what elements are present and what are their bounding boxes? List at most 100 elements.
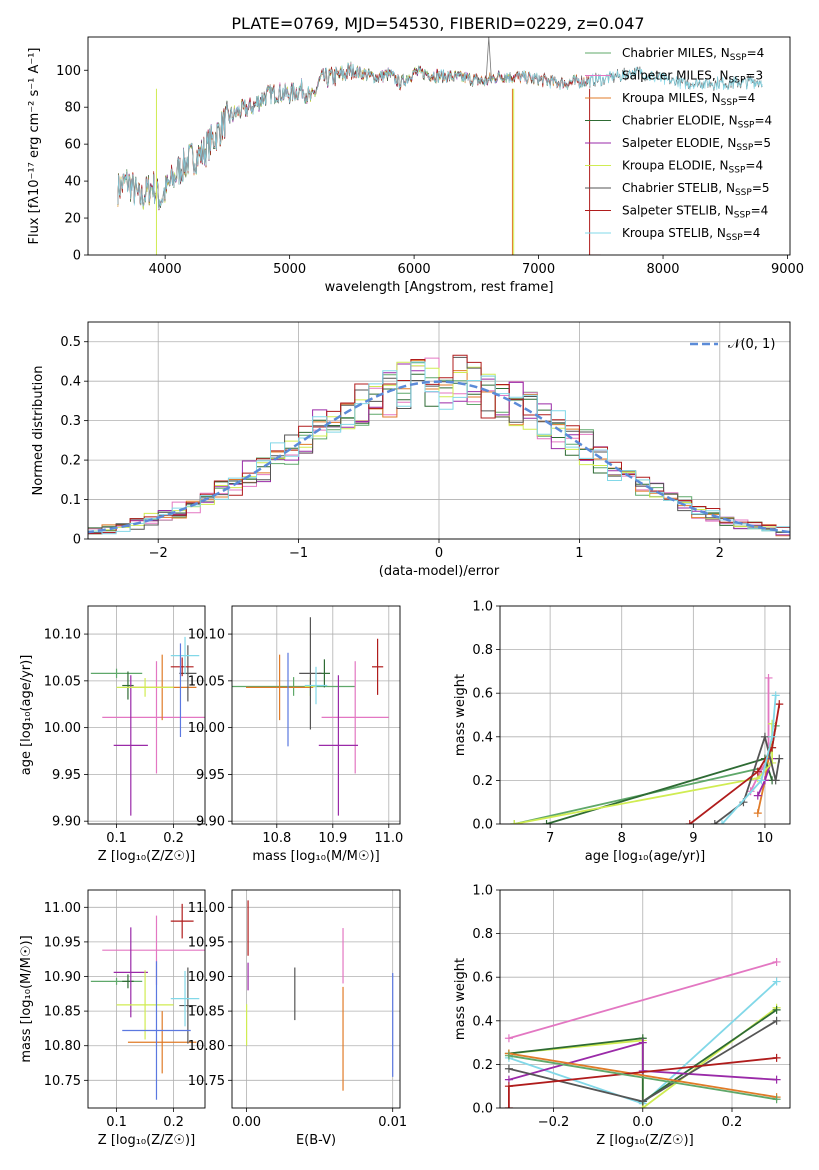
legend-label: Kroupa MILES, NSSP=4 xyxy=(622,91,755,108)
x-axis-label: Z [log₁₀(Z/Z☉)] xyxy=(98,849,195,864)
x-tick-label: 7000 xyxy=(522,262,555,277)
legend-label: Chabrier MILES, NSSP=4 xyxy=(622,46,764,63)
grid xyxy=(232,606,400,824)
panel-spectrum: 4000 5000 6000 7000 8000 9000 0 20 40 60 80 100 wave… xyxy=(27,36,804,295)
y-tick-label: 0.4 xyxy=(472,1014,493,1029)
legend-subscript: SSP xyxy=(729,76,746,86)
weight-marker xyxy=(772,1075,781,1084)
y-tick-label: 100 xyxy=(56,64,81,79)
weight-marker xyxy=(753,809,762,818)
weight-marker xyxy=(510,820,519,824)
x-tick-label: 5000 xyxy=(273,262,306,277)
legend-tail: =4 xyxy=(743,226,761,240)
x-tick-label: 0.01 xyxy=(378,1115,407,1130)
axes-frame xyxy=(499,889,791,1109)
x-axis-label: E(B-V) xyxy=(296,1133,336,1148)
weight-line-salpeter_miles xyxy=(508,961,777,1040)
weight-marker xyxy=(504,1104,513,1108)
y-tick-label: 0.4 xyxy=(60,375,81,390)
x-tick-label: 6000 xyxy=(398,262,431,277)
legend-subscript: SSP xyxy=(738,121,755,131)
gaussian-curve xyxy=(88,380,790,534)
y-tick-label: 1.0 xyxy=(472,884,493,899)
weight-marker xyxy=(771,776,780,785)
y-tick-label: 10.05 xyxy=(188,674,225,689)
y-tick-label: 10.00 xyxy=(188,721,225,736)
weight-marker xyxy=(760,732,769,741)
y-tick-label: 0.0 xyxy=(472,818,493,833)
x-tick-label: −1 xyxy=(289,546,308,561)
axes-frame xyxy=(231,889,401,1109)
weight-marker xyxy=(685,820,694,824)
x-tick-label: 0.00 xyxy=(232,1115,261,1130)
legend-tail: =4 xyxy=(738,91,756,105)
y-tick-label: 10.85 xyxy=(44,1005,81,1020)
weight-marker xyxy=(757,776,766,785)
y-tick-label: 10.90 xyxy=(44,970,81,985)
spectrum-dropout xyxy=(589,88,601,255)
y-tick-label: 10.75 xyxy=(188,1074,225,1089)
weight-marker xyxy=(753,791,762,800)
y-axis-label: Normed distribution xyxy=(31,366,46,496)
x-tick-label: 0.1 xyxy=(106,831,127,846)
weight-line-salpeter_elodie xyxy=(508,1041,777,1081)
legend-label: 𝒩(0, 1) xyxy=(728,337,775,352)
legend-tail: =4 xyxy=(745,159,763,173)
x-tick-label: 10 xyxy=(757,831,774,846)
panel-age_vs_mass: 10.8 10.9 11.0 9.90 9.95 10.00 10.05 10.10 mass … xyxy=(188,605,403,864)
panel-mass_weight_vs_age: 7 8 9 10 0.0 0.2 0.4 0.6 0.8 1.0 age [log₁₀(age/yr… xyxy=(453,600,791,864)
y-tick-label: 0.6 xyxy=(472,971,493,986)
spectrum-line-salpeter_stelib xyxy=(117,63,590,210)
y-axis-label: mass weight xyxy=(453,958,468,1040)
axes-frame xyxy=(87,605,206,825)
legend-label: Chabrier ELODIE, NSSP=4 xyxy=(622,114,772,131)
y-tick-label: 80 xyxy=(64,101,81,116)
panel-residuals: −2 −1 0 1 2 0 0.1 0.2 0.3 0.4 0.5 (data-model)/erro… xyxy=(31,321,791,579)
y-tick-label: 40 xyxy=(64,175,81,190)
x-tick-label: 0.2 xyxy=(722,1115,743,1130)
weight-marker xyxy=(638,1097,647,1106)
x-axis-label: (data-model)/error xyxy=(379,564,500,579)
y-tick-label: 10.05 xyxy=(44,674,81,689)
weight-marker xyxy=(504,1051,513,1060)
weight-marker xyxy=(772,1016,781,1025)
legend-label: Salpeter STELIB, NSSP=4 xyxy=(622,204,768,221)
legend-tail: =5 xyxy=(753,136,771,150)
spectrum-line-salpeter_elodie xyxy=(117,63,515,211)
axes-frame xyxy=(87,889,206,1109)
figure-title: PLATE=0769, MJD=54530, FIBERID=0229, z=0… xyxy=(231,14,644,33)
x-tick-label: 4000 xyxy=(149,262,182,277)
spectrum-line-kroupa_elodie xyxy=(117,62,514,210)
y-tick-label: 9.95 xyxy=(196,768,225,783)
axes-frame xyxy=(231,605,401,825)
legend-tail: =3 xyxy=(745,69,763,83)
x-axis-label: mass [log₁₀(M/M☉)] xyxy=(252,849,379,864)
weight-marker xyxy=(710,820,719,824)
legend-label: Chabrier STELIB, NSSP=5 xyxy=(622,181,770,198)
weight-marker xyxy=(772,1005,781,1014)
y-tick-label: 0.2 xyxy=(472,1058,493,1073)
weight-marker xyxy=(638,1038,647,1047)
grid xyxy=(88,606,205,824)
plot-area xyxy=(90,903,205,1100)
weight-marker xyxy=(775,754,784,763)
legend-subscript: SSP xyxy=(730,53,747,63)
legend-subscript: SSP xyxy=(729,166,746,176)
weight-line-salpeter_stelib xyxy=(689,703,781,824)
y-tick-label: 10.00 xyxy=(44,721,81,736)
plot-area xyxy=(117,37,763,255)
plot-area xyxy=(90,636,205,816)
y-tick-label: 10.90 xyxy=(188,970,225,985)
plot-area xyxy=(88,354,790,538)
x-tick-label: 11.0 xyxy=(374,831,403,846)
weight-marker xyxy=(775,700,784,709)
y-tick-label: 0 xyxy=(73,533,81,548)
legend-tail: =4 xyxy=(751,204,769,218)
y-tick-label: 0.1 xyxy=(60,493,81,508)
plot-area xyxy=(232,617,389,816)
legend-tail: =4 xyxy=(754,114,772,128)
spectrum-spike xyxy=(485,37,492,78)
x-tick-label: 10.9 xyxy=(318,831,347,846)
y-tick-label: 0.0 xyxy=(472,1102,493,1117)
